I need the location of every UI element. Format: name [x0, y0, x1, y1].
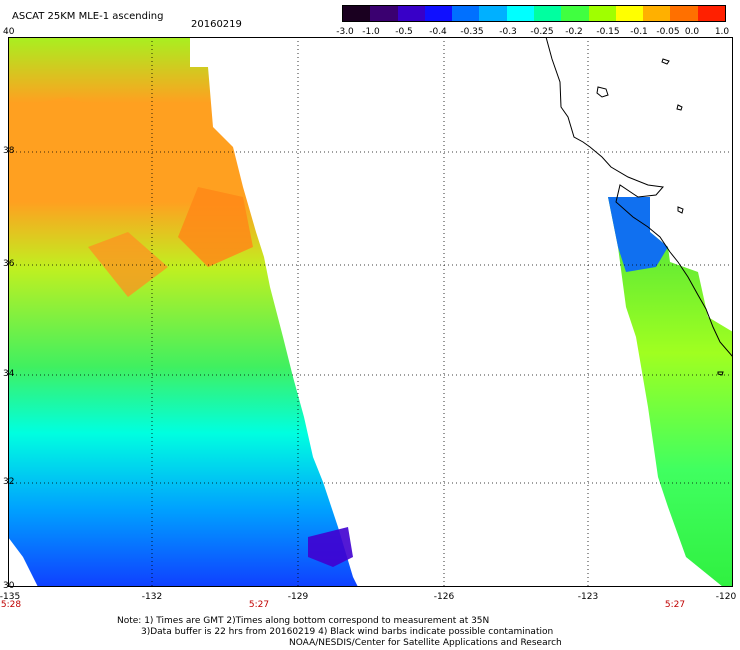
color-scale-swatch	[643, 6, 671, 21]
right-swath	[608, 197, 733, 587]
color-scale-swatch	[588, 6, 616, 21]
lat-label: 40	[3, 27, 15, 37]
coastline	[545, 37, 733, 358]
color-scale-tick: 1.0	[714, 27, 730, 37]
color-scale-tick: -0.05	[656, 27, 680, 37]
color-scale-swatch	[452, 6, 480, 21]
color-scale-swatch	[343, 6, 371, 21]
color-scale-swatch	[670, 6, 698, 21]
lat-label: 32	[3, 477, 15, 487]
color-scale-swatch	[424, 6, 453, 21]
color-scale-swatch	[370, 6, 398, 21]
lon-label: -129	[287, 592, 309, 602]
left-swath	[8, 37, 358, 587]
color-scale-tick: -0.5	[395, 27, 413, 37]
footnote-line: NOAA/NESDIS/Center for Satellite Applica…	[289, 638, 562, 648]
map-title: ASCAT 25KM MLE-1 ascending	[12, 11, 164, 22]
time-label: 5:27	[248, 600, 270, 610]
lat-label: 36	[3, 259, 15, 269]
channel-islands	[596, 58, 724, 376]
lon-label: -120	[715, 592, 737, 602]
lon-label: -135	[0, 592, 21, 602]
graticule	[8, 37, 733, 587]
lon-label: -123	[577, 592, 599, 602]
color-scale-tick: -0.15	[596, 27, 620, 37]
color-scale-bar	[342, 5, 726, 22]
lon-label: -126	[433, 592, 455, 602]
satellite-swath-map	[8, 37, 733, 587]
color-scale-tick: -0.35	[460, 27, 484, 37]
color-scale-swatch	[561, 6, 589, 21]
lon-label: -132	[141, 592, 163, 602]
color-scale-tick: -3.0	[336, 27, 354, 37]
color-scale-swatch	[479, 6, 507, 21]
footnote-line: 3)Data buffer is 22 hrs from 20160219 4)…	[141, 627, 554, 637]
time-label: 5:27	[664, 600, 686, 610]
color-scale-tick: -0.4	[429, 27, 447, 37]
color-scale-tick: -0.25	[530, 27, 554, 37]
lat-label: 38	[3, 146, 15, 156]
color-scale-ticks: -3.0 -1.0 -0.5 -0.4 -0.35 -0.3 -0.25 -0.2 -0.15-…	[330, 27, 730, 39]
color-scale-swatch	[397, 6, 425, 21]
lat-label: 30	[3, 581, 15, 591]
time-label: 5:28	[0, 600, 22, 610]
color-scale-tick: -0.2	[565, 27, 583, 37]
lat-label: 34	[3, 369, 15, 379]
color-scale-swatch	[615, 6, 644, 21]
color-scale-swatch	[533, 6, 562, 21]
color-scale-swatch	[506, 6, 534, 21]
color-scale-tick: -0.1	[630, 27, 648, 37]
map-date: 20160219	[191, 19, 242, 30]
color-scale-tick: -1.0	[362, 27, 380, 37]
color-scale-swatch	[697, 6, 725, 21]
color-scale-tick: -0.3	[499, 27, 517, 37]
footnote-line: Note: 1) Times are GMT 2)Times along bot…	[117, 616, 490, 626]
color-scale-tick: 0.0	[684, 27, 700, 37]
